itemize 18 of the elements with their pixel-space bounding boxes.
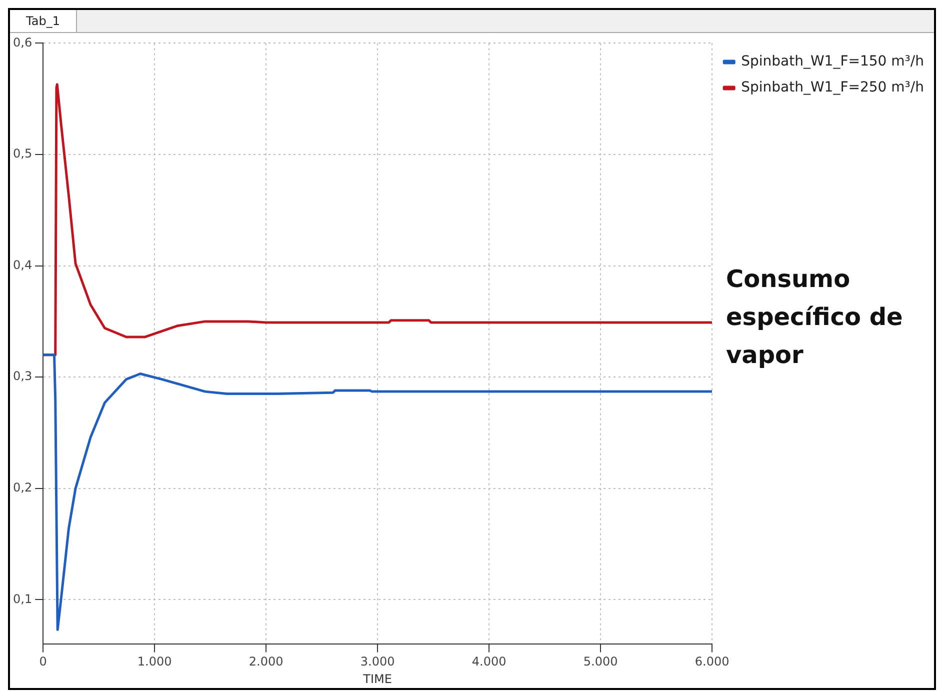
text: Consumo específico de vapor: [726, 264, 904, 371]
y-tick-label: 0,2: [12, 480, 32, 495]
x-tick-label: 1.000: [137, 654, 172, 669]
x-tick-label: 0: [39, 654, 47, 669]
x-tick-label: 4.000: [472, 654, 506, 669]
y-tick-label: 0,5: [12, 146, 32, 161]
x-tick-label: 3.000: [360, 654, 395, 669]
x-tick-label: 6.000: [694, 654, 730, 669]
legend-label: Spinbath_W1_F=250 m³/h: [741, 80, 924, 96]
x-tick-label: 2.000: [248, 654, 284, 669]
x-tick-label: 5.000: [583, 654, 618, 669]
text: Tab_1: [10, 10, 77, 32]
x-axis-title: TIME: [362, 672, 392, 686]
legend-label: Spinbath_W1_F=150 m³/h: [741, 54, 924, 70]
y-tick-label: 0,4: [12, 258, 32, 272]
y-tick-label: 0,6: [12, 35, 32, 50]
y-tick-label: 0,3: [12, 369, 32, 384]
y-tick-label: 0,1: [12, 592, 32, 606]
